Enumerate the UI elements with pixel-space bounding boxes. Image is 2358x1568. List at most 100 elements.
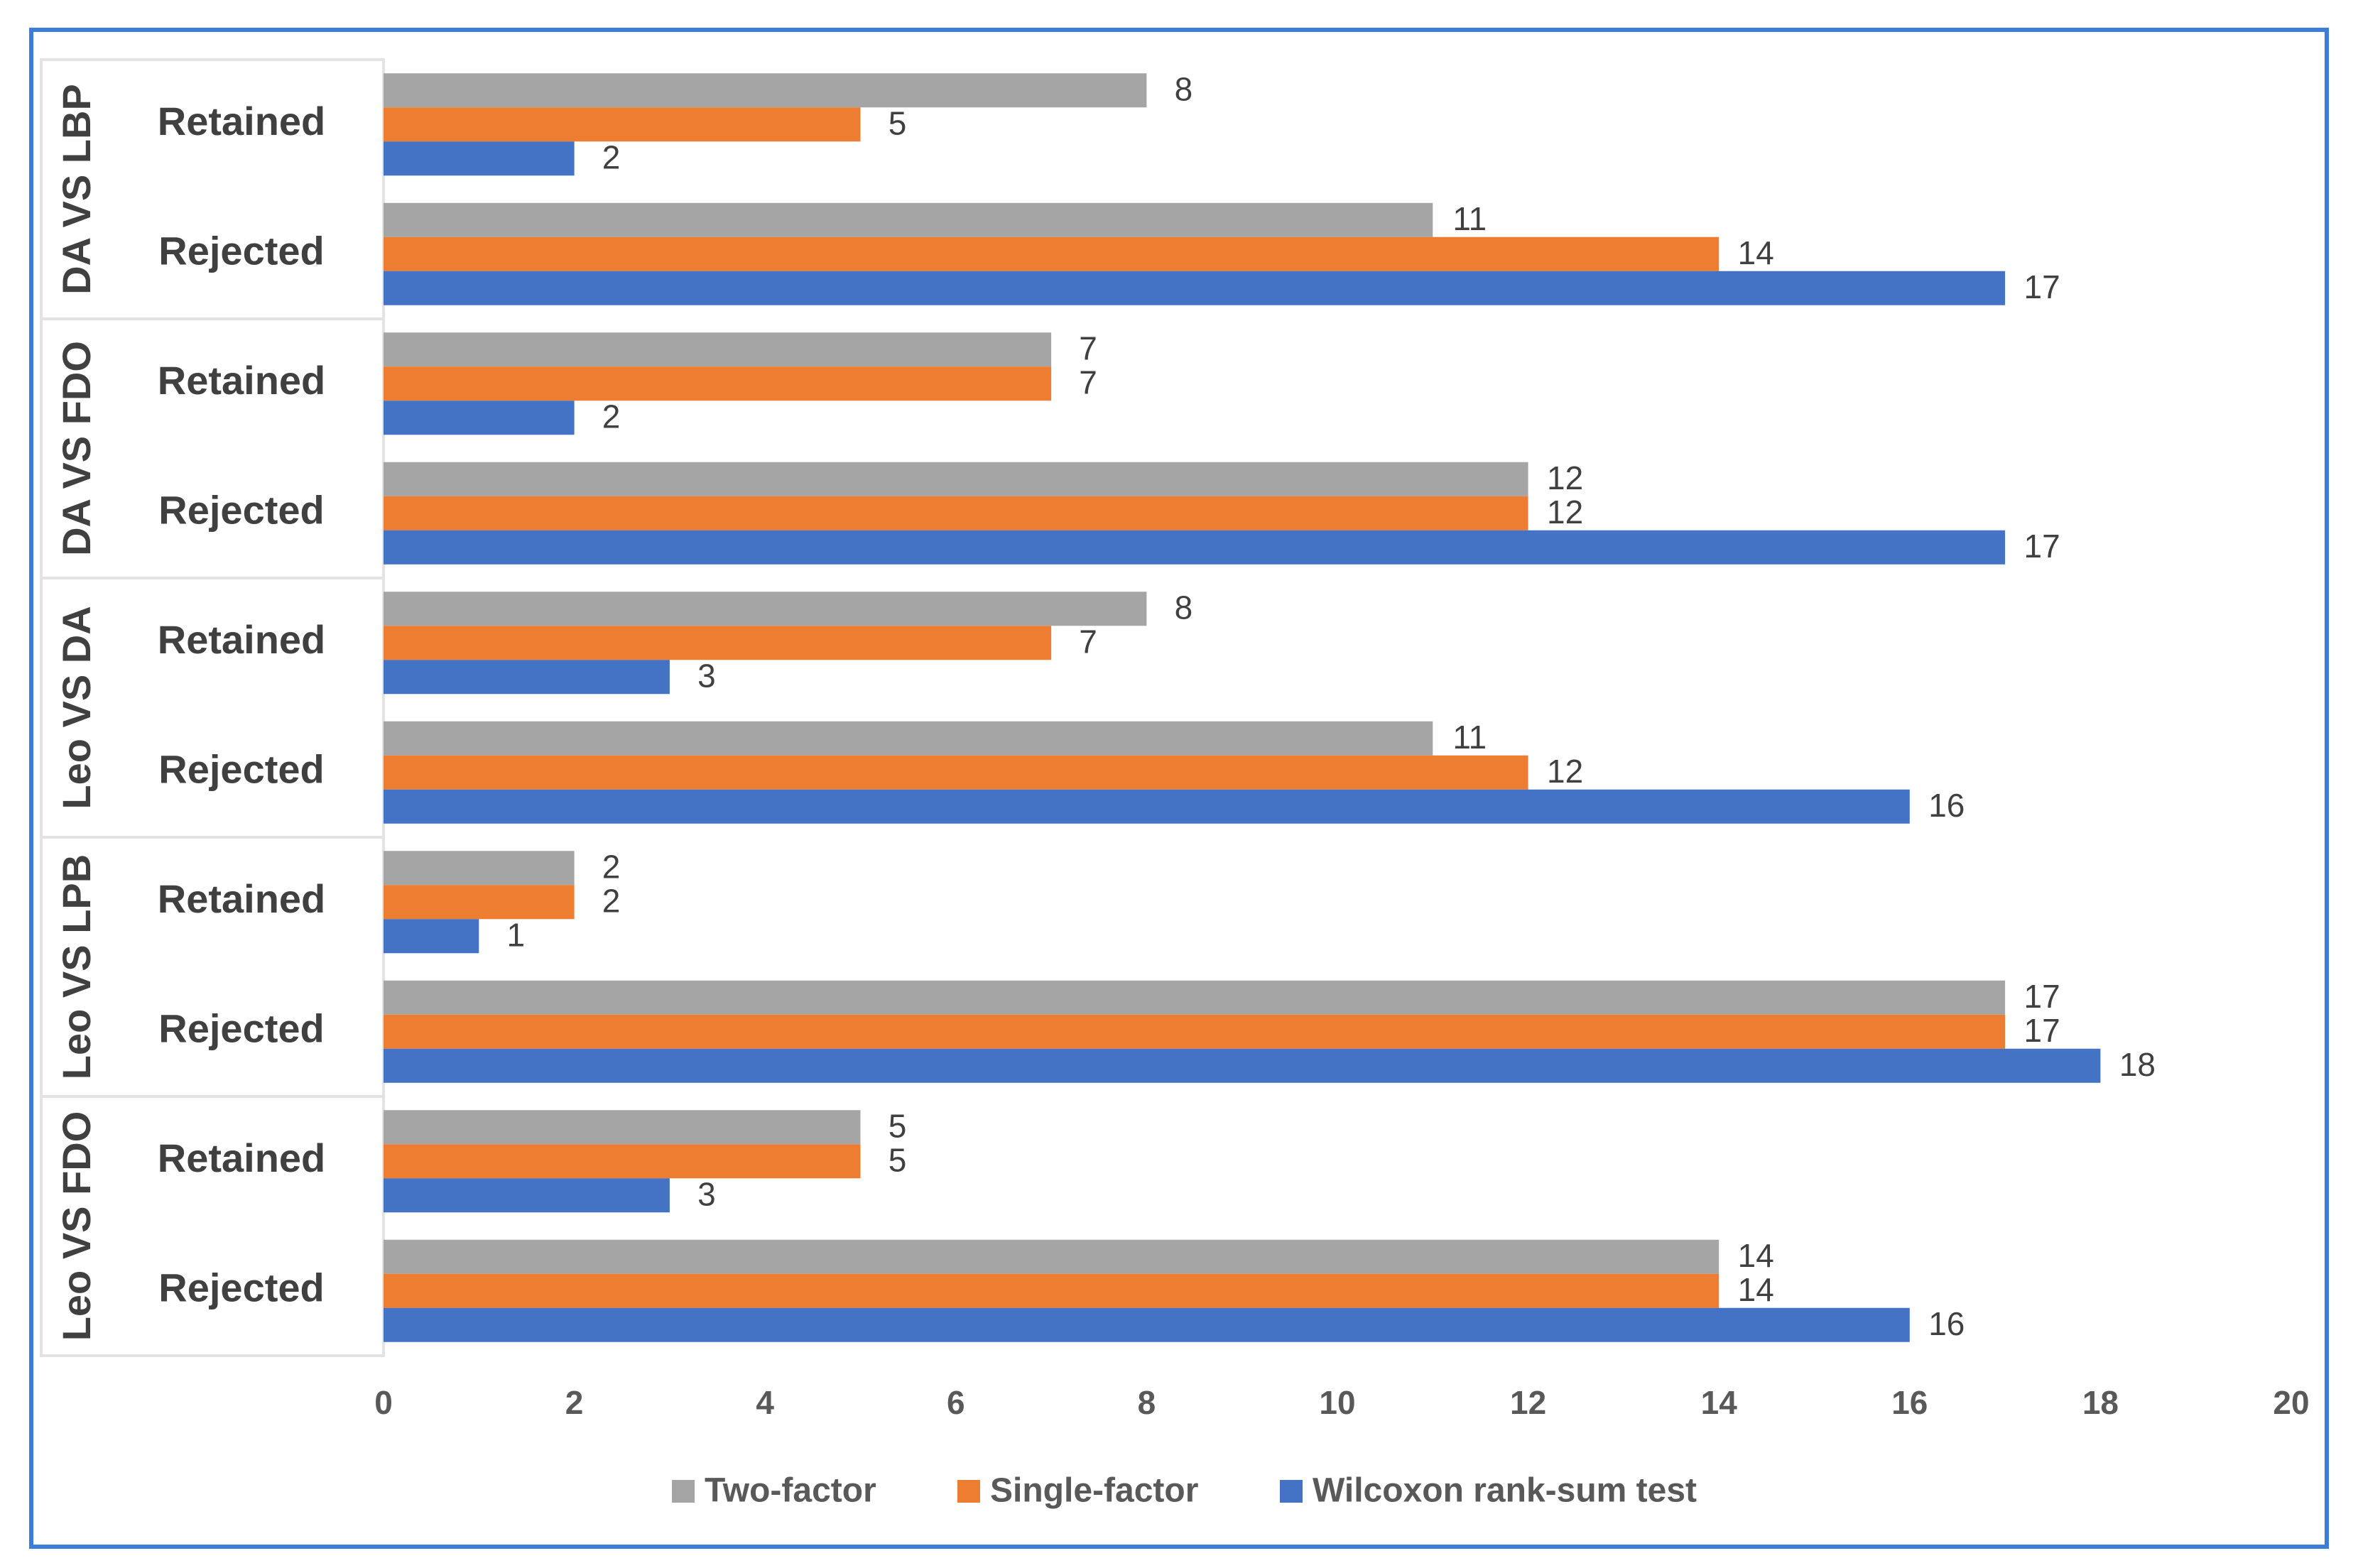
data-label: 1 [507,916,526,953]
x-tick-label: 6 [947,1384,965,1421]
category-label: Retained [158,99,326,143]
data-label: 7 [1079,330,1097,366]
legend-swatch [672,1480,695,1503]
bar-single-factor [384,755,1528,790]
data-label: 7 [1079,364,1097,401]
bar-two-factor [384,851,575,886]
legend-swatch [957,1480,980,1503]
x-tick-label: 4 [756,1384,774,1421]
chart-frame [29,28,2329,1549]
bar-two-factor [384,1239,1719,1274]
x-tick-label: 12 [1510,1384,1546,1421]
bar-wilcoxon-rank-sum-test [384,401,575,435]
bar-wilcoxon-rank-sum-test [384,919,479,954]
group-label: Leo VS DA [54,606,99,809]
bar-two-factor [384,462,1528,496]
category-label: Rejected [158,747,324,792]
bar-single-factor [384,496,1528,530]
category-label: Rejected [158,1006,324,1051]
bar-two-factor [384,721,1433,756]
x-tick-label: 0 [374,1384,393,1421]
bar-two-factor [384,1110,861,1145]
x-tick-label: 16 [1891,1384,1928,1421]
data-label: 17 [2024,268,2060,305]
bar-single-factor [384,885,575,920]
bar-wilcoxon-rank-sum-test [384,660,670,695]
data-label: 11 [1452,719,1487,756]
group-label: DA VS FDO [54,341,99,556]
bar-two-factor [384,202,1433,237]
legend-label: Single-factor [990,1472,1198,1510]
bar-single-factor [384,626,1052,660]
group-label: Leo VS FDO [54,1111,99,1341]
bar-wilcoxon-rank-sum-test [384,271,2006,305]
data-label: 14 [1738,1237,1774,1274]
x-tick-label: 18 [2082,1384,2119,1421]
data-label: 17 [2024,978,2060,1015]
data-label: 12 [1547,494,1583,530]
data-label: 14 [1738,1271,1774,1308]
category-axis: DA VS LBP Retained Rejected DA VS FDO Retain… [40,58,385,1357]
bars [384,73,2101,1342]
data-label: 2 [602,848,621,885]
category-label: Retained [158,1136,326,1180]
x-tick-label: 14 [1701,1384,1738,1421]
bar-wilcoxon-rank-sum-test [384,1048,2101,1083]
bar-single-factor [384,1014,2006,1049]
bar-two-factor [384,980,2006,1015]
x-axis: 0 2 4 6 8 10 12 14 16 18 20 [374,1384,2309,1421]
bar-wilcoxon-rank-sum-test [384,530,2006,565]
category-label: Retained [158,876,326,921]
bar-wilcoxon-rank-sum-test [384,1307,1910,1342]
data-label: 2 [602,138,621,175]
bar-wilcoxon-rank-sum-test [384,1178,670,1213]
category-label: Retained [158,617,326,662]
data-label: 5 [889,1107,907,1144]
bar-single-factor [384,107,861,142]
group-label: Leo VS LPB [54,854,99,1079]
category-label: Rejected [158,229,324,273]
data-label: 17 [2024,1012,2060,1049]
bar-two-factor [384,592,1147,626]
group-box [40,1095,385,1357]
bar-single-factor [384,1144,861,1179]
x-tick-label: 10 [1319,1384,1355,1421]
legend: Two-factor Single-factor Wilcoxon rank-sum… [672,1472,1697,1510]
x-tick-label: 8 [1138,1384,1156,1421]
data-label: 7 [1079,623,1097,660]
bar-single-factor [384,366,1052,401]
bar-single-factor [384,236,1719,271]
data-label: 11 [1452,200,1487,237]
data-labels: 8521114177721212178731112162211717185531… [507,70,2156,1342]
data-label: 8 [1175,589,1193,626]
data-label: 14 [1738,234,1774,271]
data-label: 16 [1928,1305,1965,1342]
group-label: DA VS LBP [54,84,99,295]
legend-label: Wilcoxon rank-sum test [1313,1472,1697,1510]
x-tick-label: 2 [565,1384,584,1421]
data-label: 3 [697,1175,716,1212]
data-label: 3 [697,657,716,694]
legend-label: Two-factor [705,1472,876,1510]
data-label: 8 [1175,70,1193,107]
bar-wilcoxon-rank-sum-test [384,141,575,176]
data-label: 12 [1547,459,1583,496]
data-label: 5 [889,104,907,141]
legend-swatch [1280,1480,1303,1503]
bar-two-factor [384,73,1147,108]
data-label: 18 [2119,1046,2156,1083]
category-label: Rejected [158,1265,324,1310]
data-label: 5 [889,1141,907,1178]
data-label: 2 [602,398,621,435]
data-label: 12 [1547,753,1583,790]
data-label: 17 [2024,528,2060,565]
bar-single-factor [384,1273,1719,1308]
x-tick-label: 20 [2273,1384,2309,1421]
data-label: 16 [1928,787,1965,824]
bar-wilcoxon-rank-sum-test [384,789,1910,824]
data-label: 2 [602,882,621,919]
category-label: Rejected [158,488,324,533]
category-label: Retained [158,358,326,403]
